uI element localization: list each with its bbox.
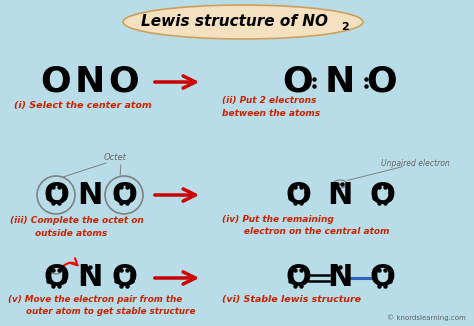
Text: O: O [43, 181, 69, 210]
Text: O: O [369, 181, 395, 210]
Text: O: O [285, 263, 311, 292]
Text: O: O [283, 65, 313, 99]
Text: (iv) Put the remaining
       electron on the central atom: (iv) Put the remaining electron on the c… [222, 215, 389, 236]
Text: O: O [43, 263, 69, 292]
Text: (i) Select the center atom: (i) Select the center atom [14, 101, 152, 110]
Text: (v) Move the electron pair from the
      outer atom to get stable structure: (v) Move the electron pair from the oute… [8, 295, 195, 317]
Text: N: N [77, 263, 103, 292]
Text: (vi) Stable lewis structure: (vi) Stable lewis structure [222, 295, 361, 304]
Text: O: O [41, 65, 72, 99]
Text: O: O [285, 181, 311, 210]
Text: © knordslearning.com: © knordslearning.com [387, 314, 466, 321]
Text: N: N [325, 65, 355, 99]
Text: O: O [369, 263, 395, 292]
Text: O: O [111, 263, 137, 292]
Text: (ii) Put 2 electrons
between the atoms: (ii) Put 2 electrons between the atoms [222, 96, 320, 117]
Text: N: N [75, 65, 105, 99]
Text: O: O [109, 65, 139, 99]
Text: N: N [328, 181, 353, 210]
Text: O: O [111, 181, 137, 210]
Text: Octet: Octet [103, 154, 127, 162]
Text: (iii) Complete the octet on
        outside atoms: (iii) Complete the octet on outside atom… [10, 216, 144, 238]
Text: Unpaired electron: Unpaired electron [381, 158, 449, 168]
Text: N: N [77, 181, 103, 210]
Text: Lewis structure of NO: Lewis structure of NO [142, 14, 328, 29]
Text: O: O [366, 65, 397, 99]
Ellipse shape [123, 5, 363, 39]
Text: 2: 2 [341, 22, 349, 32]
Text: N: N [328, 263, 353, 292]
